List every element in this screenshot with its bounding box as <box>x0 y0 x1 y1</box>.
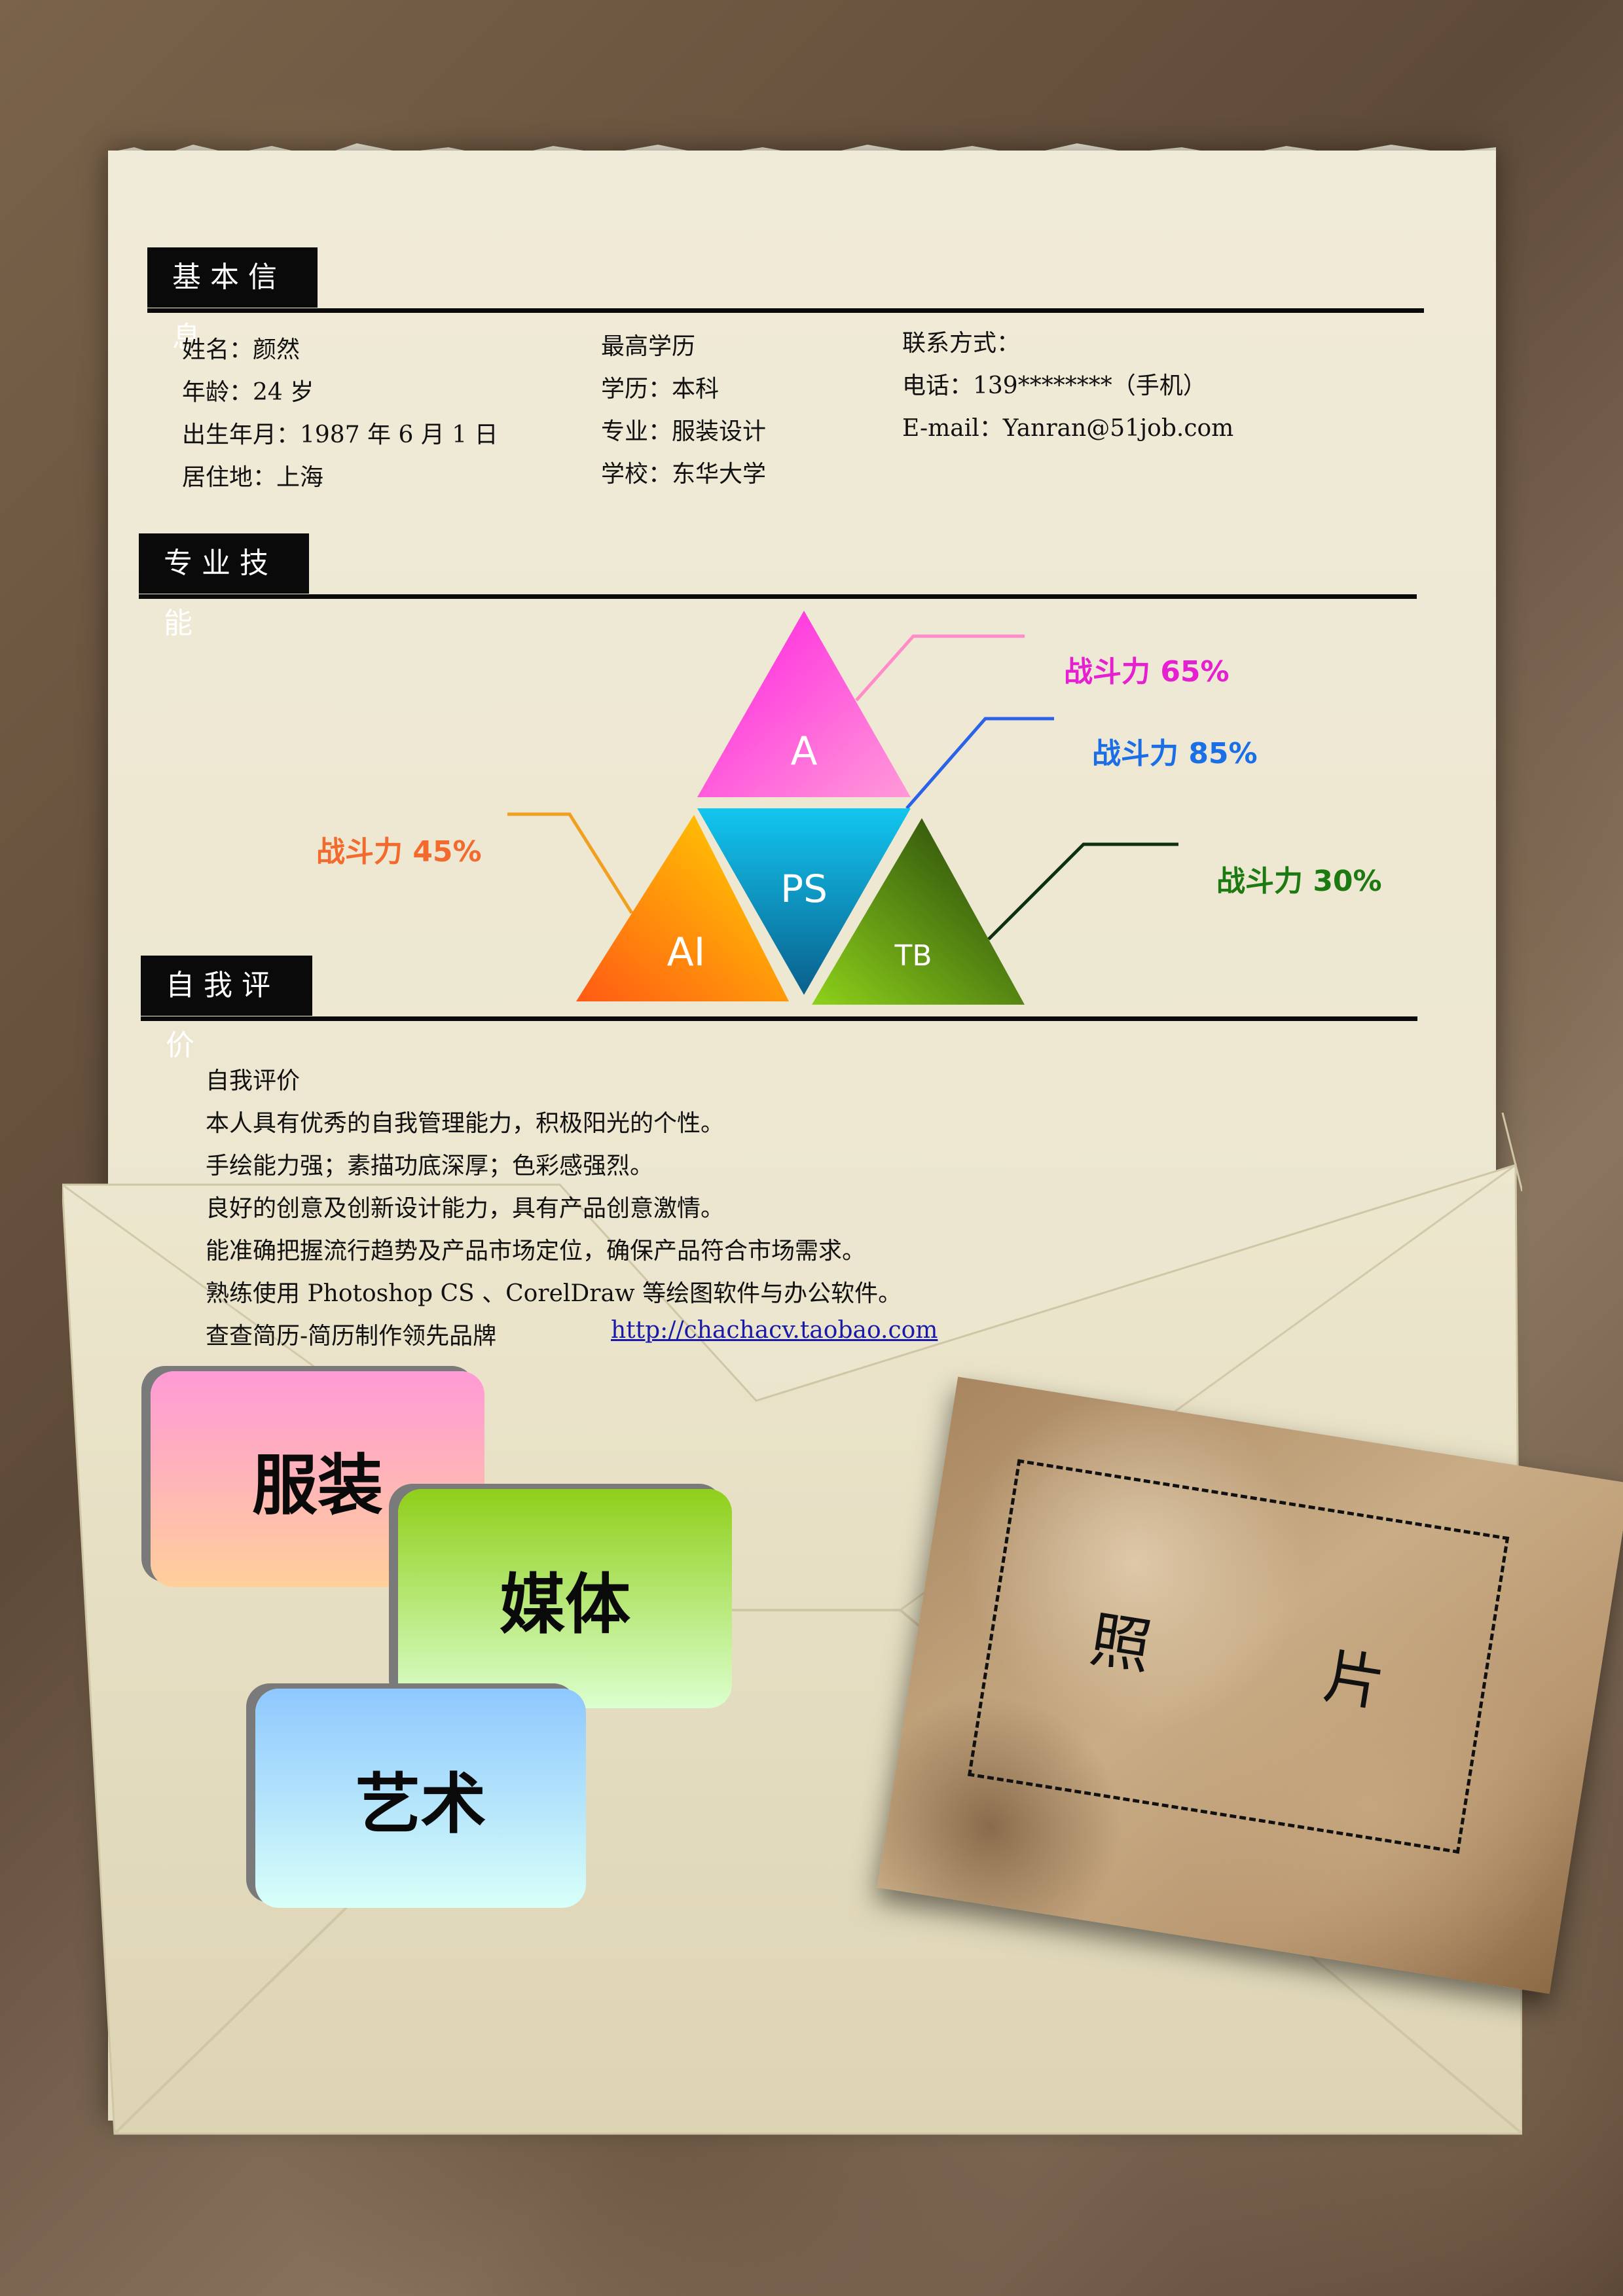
skill-triangle-a <box>697 611 911 797</box>
info-email: E-mail：Yanran@51job.com <box>902 415 1234 442</box>
section-header-self: 自我评价 <box>141 956 1417 1062</box>
footer-brand-text: 查查简历-简历制作领先品牌 <box>206 1323 497 1350</box>
self-line: 手绘能力强；素描功底深厚；色彩感强烈。 <box>206 1153 654 1179</box>
info-major: 专业：服装设计 <box>601 418 767 445</box>
info-age: 年龄：24 岁 <box>182 379 314 406</box>
skill-label-tb: 战斗力 30% <box>1216 865 1382 898</box>
section-title-skills: 专业技能 <box>139 533 309 640</box>
info-contact-title: 联系方式： <box>902 330 1021 357</box>
skill-label-ai: 战斗力 45% <box>316 835 482 869</box>
skill-name-tb: TB <box>894 939 932 973</box>
skills-pyramid: A PS AI TB <box>507 611 1178 1005</box>
tag-card-art: 艺术 <box>255 1689 586 1908</box>
info-degree: 学历：本科 <box>601 376 720 403</box>
skill-label-ps: 战斗力 85% <box>1092 737 1258 770</box>
skill-triangle-ps <box>697 808 911 995</box>
photo-frame[interactable]: 照 片 <box>967 1459 1510 1854</box>
info-birth: 出生年月：1987 年 6 月 1 日 <box>182 422 498 448</box>
tag-card-media: 媒体 <box>398 1489 732 1708</box>
leader-line-ps <box>905 717 1054 810</box>
self-line: 良好的创意及创新设计能力，具有产品创意激情。 <box>206 1195 725 1222</box>
info-phone: 电话：139********（手机） <box>902 372 1207 399</box>
skill-name-ps: PS <box>780 867 828 911</box>
skill-triangle-ai <box>576 815 789 1001</box>
info-school: 学校：东华大学 <box>601 461 767 488</box>
skill-name-ai: AI <box>667 929 706 975</box>
section-title-basic: 基本信息 <box>147 247 318 354</box>
section-rule <box>141 1016 1417 1021</box>
info-name: 姓名：颜然 <box>182 336 301 363</box>
photo-card: 照 片 <box>877 1376 1623 1994</box>
section-header-basic: 基本信息 <box>147 247 1424 354</box>
info-residence: 居住地：上海 <box>182 464 324 491</box>
section-title-self: 自我评价 <box>141 956 312 1062</box>
tag-label-fashion: 服装 <box>252 1446 383 1524</box>
self-line: 熟练使用 Photoshop CS 、CorelDraw 等绘图软件与办公软件。 <box>206 1280 902 1307</box>
leader-line-tb <box>987 842 1178 941</box>
self-line: 自我评价 <box>206 1067 301 1094</box>
section-header-skills: 专业技能 <box>139 533 1417 640</box>
section-rule <box>139 594 1417 599</box>
tag-label-art: 艺术 <box>355 1766 486 1842</box>
tag-label-media: 媒体 <box>500 1566 630 1643</box>
self-line: 本人具有优秀的自我管理能力，积极阳光的个性。 <box>206 1110 725 1137</box>
leader-line-a <box>855 634 1025 702</box>
skill-name-a: A <box>790 728 817 774</box>
footer-link[interactable]: http://chachacv.taobao.com <box>611 1317 938 1344</box>
self-line: 能准确把握流行趋势及产品市场定位，确保产品符合市场需求。 <box>206 1238 866 1265</box>
skill-triangle-tb <box>812 818 1025 1005</box>
leader-line-ai <box>507 812 634 914</box>
info-education-title: 最高学历 <box>601 333 696 360</box>
section-rule <box>147 308 1424 313</box>
photo-label: 照 片 <box>1085 1604 1468 1732</box>
skill-label-a: 战斗力 65% <box>1064 655 1230 689</box>
